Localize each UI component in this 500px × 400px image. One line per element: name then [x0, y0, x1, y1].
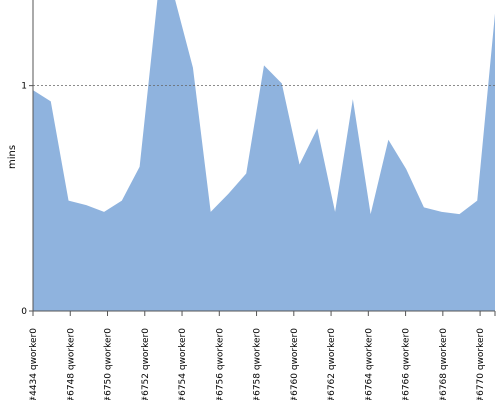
x-tick-label: #6758 qworker0 [253, 328, 263, 400]
plot-area [33, 0, 495, 311]
x-tick-label: #4434 qworker0 [29, 328, 39, 400]
y-axis-label: mins [7, 145, 18, 169]
y-tick-label: 0 [21, 307, 27, 317]
x-tick-label: #6768 qworker0 [439, 328, 449, 400]
x-tick-label: #6750 qworker0 [104, 328, 114, 400]
x-tick-label: #6764 qworker0 [364, 328, 374, 400]
y-tick-label: 1 [21, 82, 27, 92]
x-tick-label: #6766 qworker0 [402, 328, 412, 400]
area-series [33, 0, 495, 311]
x-tick-label: #6756 qworker0 [215, 328, 225, 400]
x-tick-label: #6752 qworker0 [141, 328, 151, 400]
x-tick-label: #6748 qworker0 [66, 328, 76, 400]
x-tick-label: #6770 qworker0 [476, 328, 486, 400]
x-tick-label: #6762 qworker0 [327, 328, 337, 400]
x-tick-label: #6760 qworker0 [290, 328, 300, 400]
x-axis: #4434 qworker0 #6748 qworker0 #6750 qworke… [29, 310, 496, 400]
y-axis: 01 [21, 0, 34, 317]
x-tick-label: #6754 qworker0 [178, 328, 188, 400]
